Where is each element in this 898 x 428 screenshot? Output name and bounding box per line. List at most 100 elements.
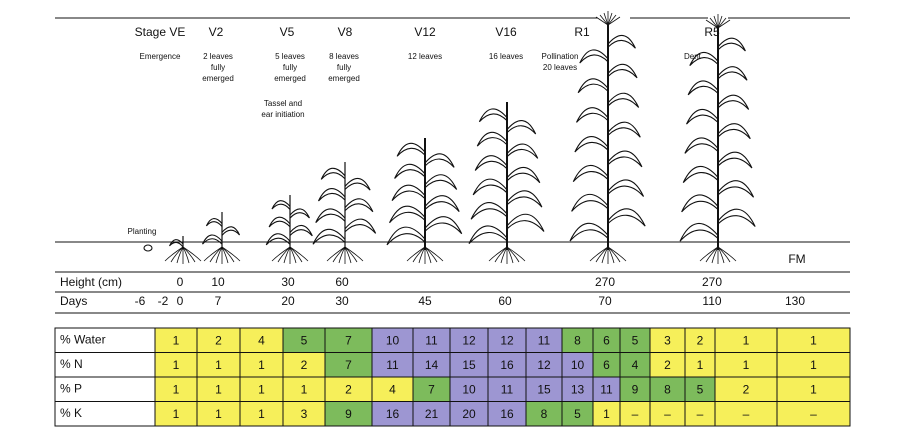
leaf [607,150,643,168]
root [699,246,719,262]
leaf [424,216,463,235]
stage-note: emerged [202,74,234,83]
root [289,246,309,262]
cell-value: 5 [697,382,704,396]
cell-value: 8 [574,333,581,347]
tassel [595,16,609,26]
leaf [315,208,346,223]
row-label: Days [60,294,87,308]
cell-value: 1 [215,358,222,372]
tassel [705,19,719,29]
cell-value: 16 [500,407,514,421]
leaf [205,218,223,227]
leaf [424,153,455,168]
cell-value: 12 [500,333,514,347]
cell-value: 1 [258,358,265,372]
cell [324,376,373,402]
nutrient-table: % Water 1 2 4 5 7 10 11 12 12 11 8 6 5 3 2 1 1% N 1 1 1 2 7 11 1… [54,327,851,427]
stage-note: 20 leaves [543,63,577,72]
cell-value: 9 [632,382,639,396]
leaf [312,228,346,245]
tassel [603,12,609,26]
cell-value: 21 [425,407,439,421]
leaf [686,109,719,125]
tassel [607,12,613,26]
height-value: 10 [211,275,225,289]
root [283,246,291,264]
leaf [717,208,756,227]
root [164,246,184,262]
cell-value: 6 [603,333,610,347]
cell [282,327,326,353]
cell [324,401,373,427]
cell [714,376,778,402]
root [607,246,615,264]
leaf [169,239,184,248]
cell [619,376,651,402]
leaf [717,37,746,52]
row-label: % N [60,357,83,371]
cell-value: 3 [664,333,671,347]
cell [371,376,414,402]
height-value: 270 [702,275,722,289]
root [412,246,426,263]
stage-note: fully [211,63,225,72]
row-label-cell [54,376,156,402]
leaf [689,52,719,66]
cell [684,401,716,427]
fm-label: FM [788,252,805,266]
cell-value: 10 [571,358,585,372]
tassel [717,17,727,29]
cell [619,401,651,427]
cell-value: 14 [425,358,439,372]
cell-value: 13 [571,382,585,396]
leaf [717,94,750,110]
cell [649,401,686,427]
leaf [506,120,537,135]
leaf [506,143,539,159]
stage-note: Pollination [542,52,579,61]
cell-value: 6 [603,358,610,372]
cell-value: 1 [215,407,222,421]
row-label: % P [60,381,82,395]
cell-value: 11 [538,333,551,347]
cell-value: 2 [345,382,352,396]
cell-value: – [743,407,750,421]
tassel [607,14,617,26]
cell-value: 1 [258,382,265,396]
leaf [472,178,508,196]
root [717,246,737,262]
days-value: -6 [135,294,146,308]
height-value: 60 [335,275,349,289]
stage-note: emerged [328,74,360,83]
leaf [394,163,426,179]
stage-note: Emergence [140,52,181,61]
root [182,246,190,264]
cell [487,327,527,353]
cell-value: 1 [810,382,817,396]
leaf [474,155,508,171]
days-value: 110 [702,294,721,308]
cell-value: 2 [301,358,308,372]
root [221,246,229,264]
cell-value: 2 [664,358,671,372]
cell [154,401,198,427]
cell-value: 8 [664,382,671,396]
cell [561,376,594,402]
stage-label: V16 [495,25,517,39]
stage-label: R1 [574,25,590,39]
stage-note: 12 leaves [408,52,442,61]
cell-value: 11 [386,358,399,372]
cell-value: 2 [215,333,222,347]
row-label: % Water [60,332,106,346]
row-label: % K [60,406,82,420]
leaf [607,35,636,49]
cell-value: 5 [574,407,581,421]
cell [684,352,716,378]
cell-value: 7 [345,358,352,372]
leaf [265,233,291,246]
cell-value: 12 [462,333,476,347]
leaf [344,218,377,234]
cell-value: 11 [425,333,438,347]
leaf [607,208,646,227]
